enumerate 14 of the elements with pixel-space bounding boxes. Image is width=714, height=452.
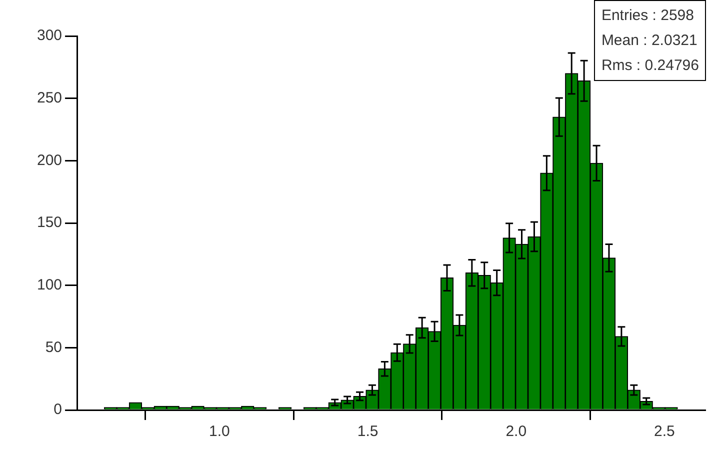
x-tick-label: 1.5 (357, 423, 378, 440)
y-tick-label: 150 (36, 214, 62, 232)
y-tick-label: 100 (36, 276, 62, 294)
y-tick-label: 200 (36, 152, 62, 169)
x-tick-label: 2.5 (654, 423, 675, 440)
x-tick-label: 2.0 (506, 423, 527, 440)
text: Entries : 2598 (601, 6, 695, 26)
x-tick-label: 1.0 (209, 423, 230, 440)
annotation: Rms : 0.24796 (601, 56, 699, 76)
y-tick-label: 50 (45, 338, 62, 356)
y-tick-label: 0 (54, 401, 62, 418)
y-tick-label: 250 (36, 89, 62, 106)
y-tick-label: 300 (36, 27, 62, 44)
annotation: Mean : 2.0321 (601, 31, 698, 51)
